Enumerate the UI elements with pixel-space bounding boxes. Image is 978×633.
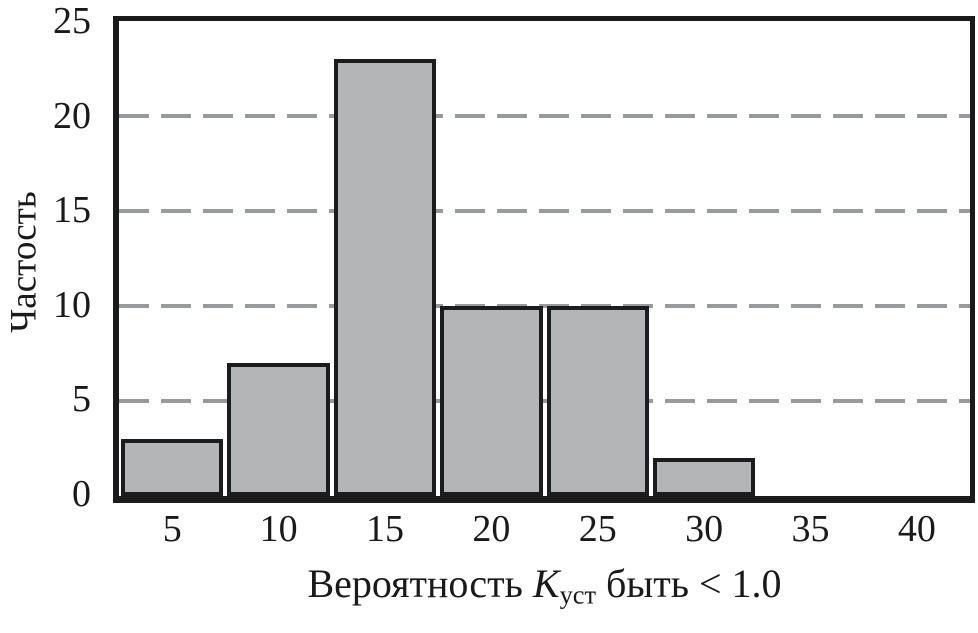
y-tick-label-25: 25 [53, 0, 91, 42]
plot-area [113, 16, 975, 503]
histogram-bar-x5 [121, 439, 224, 496]
histogram-bar-x10 [227, 363, 330, 496]
y-tick-label-20: 20 [53, 94, 91, 137]
y-tick-label-5: 5 [72, 378, 91, 421]
gridline-y5 [119, 399, 970, 403]
y-tick-label-0: 0 [72, 473, 91, 515]
x-tick-label-35: 35 [791, 508, 830, 550]
x-tick-label-25: 25 [578, 508, 617, 550]
x-axis-label-subscript: уст [559, 579, 597, 610]
gridline-y15 [119, 209, 970, 213]
x-tick-label-5: 5 [162, 508, 182, 550]
x-tick-label-40: 40 [897, 508, 936, 550]
x-tick-label-15: 15 [365, 508, 404, 550]
x-axis-label-prefix: Вероятность [307, 561, 533, 606]
x-axis-label-symbol: K [532, 561, 560, 606]
y-axis-ticks: 0 5 10 15 20 25 [0, 2, 101, 513]
x-axis-ticks: 5 10 15 20 25 30 35 40 [119, 510, 970, 556]
x-axis-label: Вероятность Kуст быть < 1.0 [119, 560, 970, 608]
y-tick-label-15: 15 [53, 189, 91, 232]
gridline-y10 [119, 304, 970, 308]
histogram-bar-x30 [652, 458, 756, 496]
plot-inner [119, 21, 970, 496]
y-tick-label-10: 10 [53, 283, 91, 326]
x-tick-label-30: 30 [685, 508, 724, 550]
x-tick-label-20: 20 [472, 508, 511, 550]
histogram-bar-x20 [440, 306, 543, 496]
x-tick-label-10: 10 [259, 508, 298, 550]
x-axis-label-suffix: быть < 1.0 [596, 561, 782, 606]
histogram-bar-x15 [333, 59, 437, 496]
gridline-y20 [119, 114, 970, 118]
histogram-bar-x25 [546, 306, 649, 496]
